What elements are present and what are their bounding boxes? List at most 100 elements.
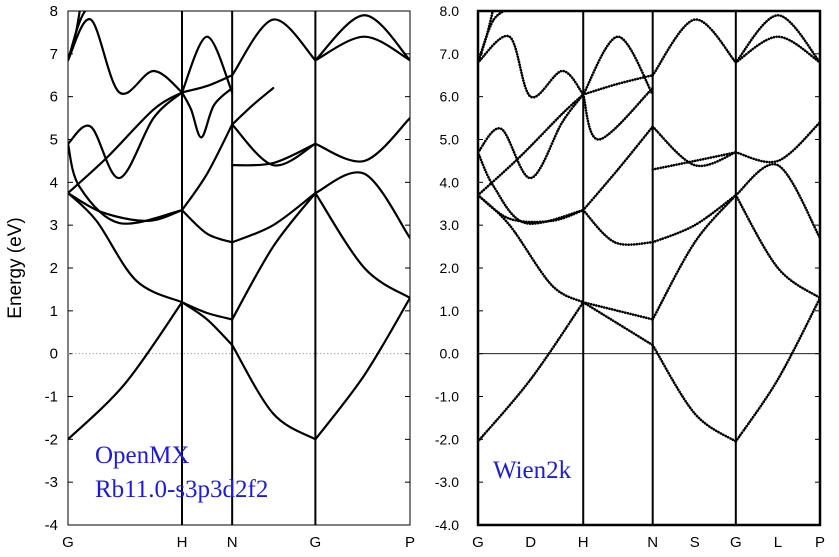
k-point-label: D xyxy=(525,534,536,551)
k-point-label: G xyxy=(730,534,742,551)
band-line xyxy=(180,35,234,94)
y-tick-label: 5 xyxy=(50,132,58,149)
band-line xyxy=(734,35,820,64)
k-point-label: L xyxy=(774,534,782,551)
k-point-label: H xyxy=(578,534,589,551)
band-line xyxy=(68,11,87,62)
band-line xyxy=(231,344,317,441)
band-line xyxy=(231,123,317,167)
band-line xyxy=(314,14,410,62)
band-line xyxy=(314,191,410,300)
band-line xyxy=(478,11,495,64)
band-line xyxy=(651,193,738,244)
y-tick-label: 8.0 xyxy=(440,3,460,19)
band-line xyxy=(651,343,738,443)
band-line xyxy=(231,142,317,167)
k-point-label: G xyxy=(472,534,484,551)
band-line xyxy=(68,91,184,195)
y-axis-label: Energy (eV) xyxy=(5,217,26,318)
band-line xyxy=(478,11,508,64)
y-tick-label: 4 xyxy=(50,174,58,191)
y-tick-label: -2 xyxy=(45,431,58,448)
wien2k-band-panel: 8.0 7.0 6.0 5.0 4.0 3.0 2.0 1.0 0.0 -1.0 -2.0 -3.0 -… xyxy=(435,3,825,551)
band-line xyxy=(231,191,317,321)
band-line xyxy=(180,74,234,94)
band-line xyxy=(734,121,820,164)
band-line xyxy=(651,151,738,171)
band-line xyxy=(581,73,654,96)
band-line xyxy=(68,11,81,62)
y-tick-label: 1 xyxy=(50,303,58,320)
band-line xyxy=(734,193,820,300)
y-tick-label: 2 xyxy=(50,260,58,277)
band-line xyxy=(581,86,654,141)
band-line xyxy=(231,87,275,126)
y-tick-label: 8 xyxy=(50,3,58,20)
band-line xyxy=(651,125,738,168)
y-tick-label: 7.0 xyxy=(440,46,460,62)
y-tick-label: 2.0 xyxy=(440,260,460,276)
y-tick-label: -1.0 xyxy=(435,389,459,405)
band-line xyxy=(581,125,654,212)
band-line xyxy=(478,193,585,224)
band-line xyxy=(180,87,234,139)
band-lines xyxy=(68,11,410,441)
band-line xyxy=(478,93,585,197)
y-tick-label: 3.0 xyxy=(440,217,460,233)
band-line xyxy=(478,300,585,443)
band-line xyxy=(478,193,585,304)
band-line xyxy=(314,116,410,163)
band-line xyxy=(581,300,654,347)
caption-openmx: OpenMX xyxy=(95,442,189,469)
y-tick-label: 6 xyxy=(50,89,58,106)
y-tick-label: 6.0 xyxy=(440,89,460,105)
band-line xyxy=(180,209,234,244)
band-line xyxy=(180,301,234,321)
band-line xyxy=(581,208,654,246)
k-point-label: N xyxy=(227,534,238,551)
band-line xyxy=(314,171,410,240)
band-line xyxy=(68,91,184,180)
y-tick-label: -4 xyxy=(45,517,58,534)
caption-wien2k: Wien2k xyxy=(493,457,572,484)
y-tick-label: 3 xyxy=(50,217,58,234)
k-point-label: P xyxy=(815,534,825,551)
band-line xyxy=(581,35,654,96)
band-lines xyxy=(478,11,820,443)
band-line xyxy=(231,191,317,244)
band-line xyxy=(581,300,654,321)
band-line xyxy=(68,191,184,222)
k-point-label: G xyxy=(310,534,322,551)
band-line xyxy=(478,151,585,225)
k-point-label: G xyxy=(62,534,74,551)
band-line xyxy=(180,301,234,347)
y-tick-label: -2.0 xyxy=(435,431,459,447)
band-line xyxy=(231,18,317,77)
band-line xyxy=(68,191,184,304)
y-tick-label: -1 xyxy=(45,389,58,406)
k-point-label: P xyxy=(405,534,415,551)
k-point-label: H xyxy=(177,534,188,551)
band-line xyxy=(314,296,410,441)
band-line xyxy=(651,18,738,77)
y-tick-label: -3.0 xyxy=(435,474,459,490)
band-line xyxy=(68,18,184,96)
y-tick-label: 1.0 xyxy=(440,303,460,319)
y-tick-label: -3 xyxy=(45,474,58,491)
band-line xyxy=(734,162,820,240)
y-tick-label: 7 xyxy=(50,46,58,63)
y-tick-label: 5.0 xyxy=(440,132,460,148)
band-line xyxy=(314,35,410,62)
band-line xyxy=(734,13,820,64)
band-line xyxy=(478,34,585,99)
k-point-label: S xyxy=(690,534,700,551)
k-point-label: N xyxy=(647,534,658,551)
band-line xyxy=(180,123,234,212)
band-line xyxy=(68,142,184,225)
y-tick-label: -4.0 xyxy=(435,517,459,533)
y-tick-label: 0.0 xyxy=(440,346,460,362)
band-line xyxy=(651,193,738,321)
y-tick-label: 0 xyxy=(50,346,58,363)
